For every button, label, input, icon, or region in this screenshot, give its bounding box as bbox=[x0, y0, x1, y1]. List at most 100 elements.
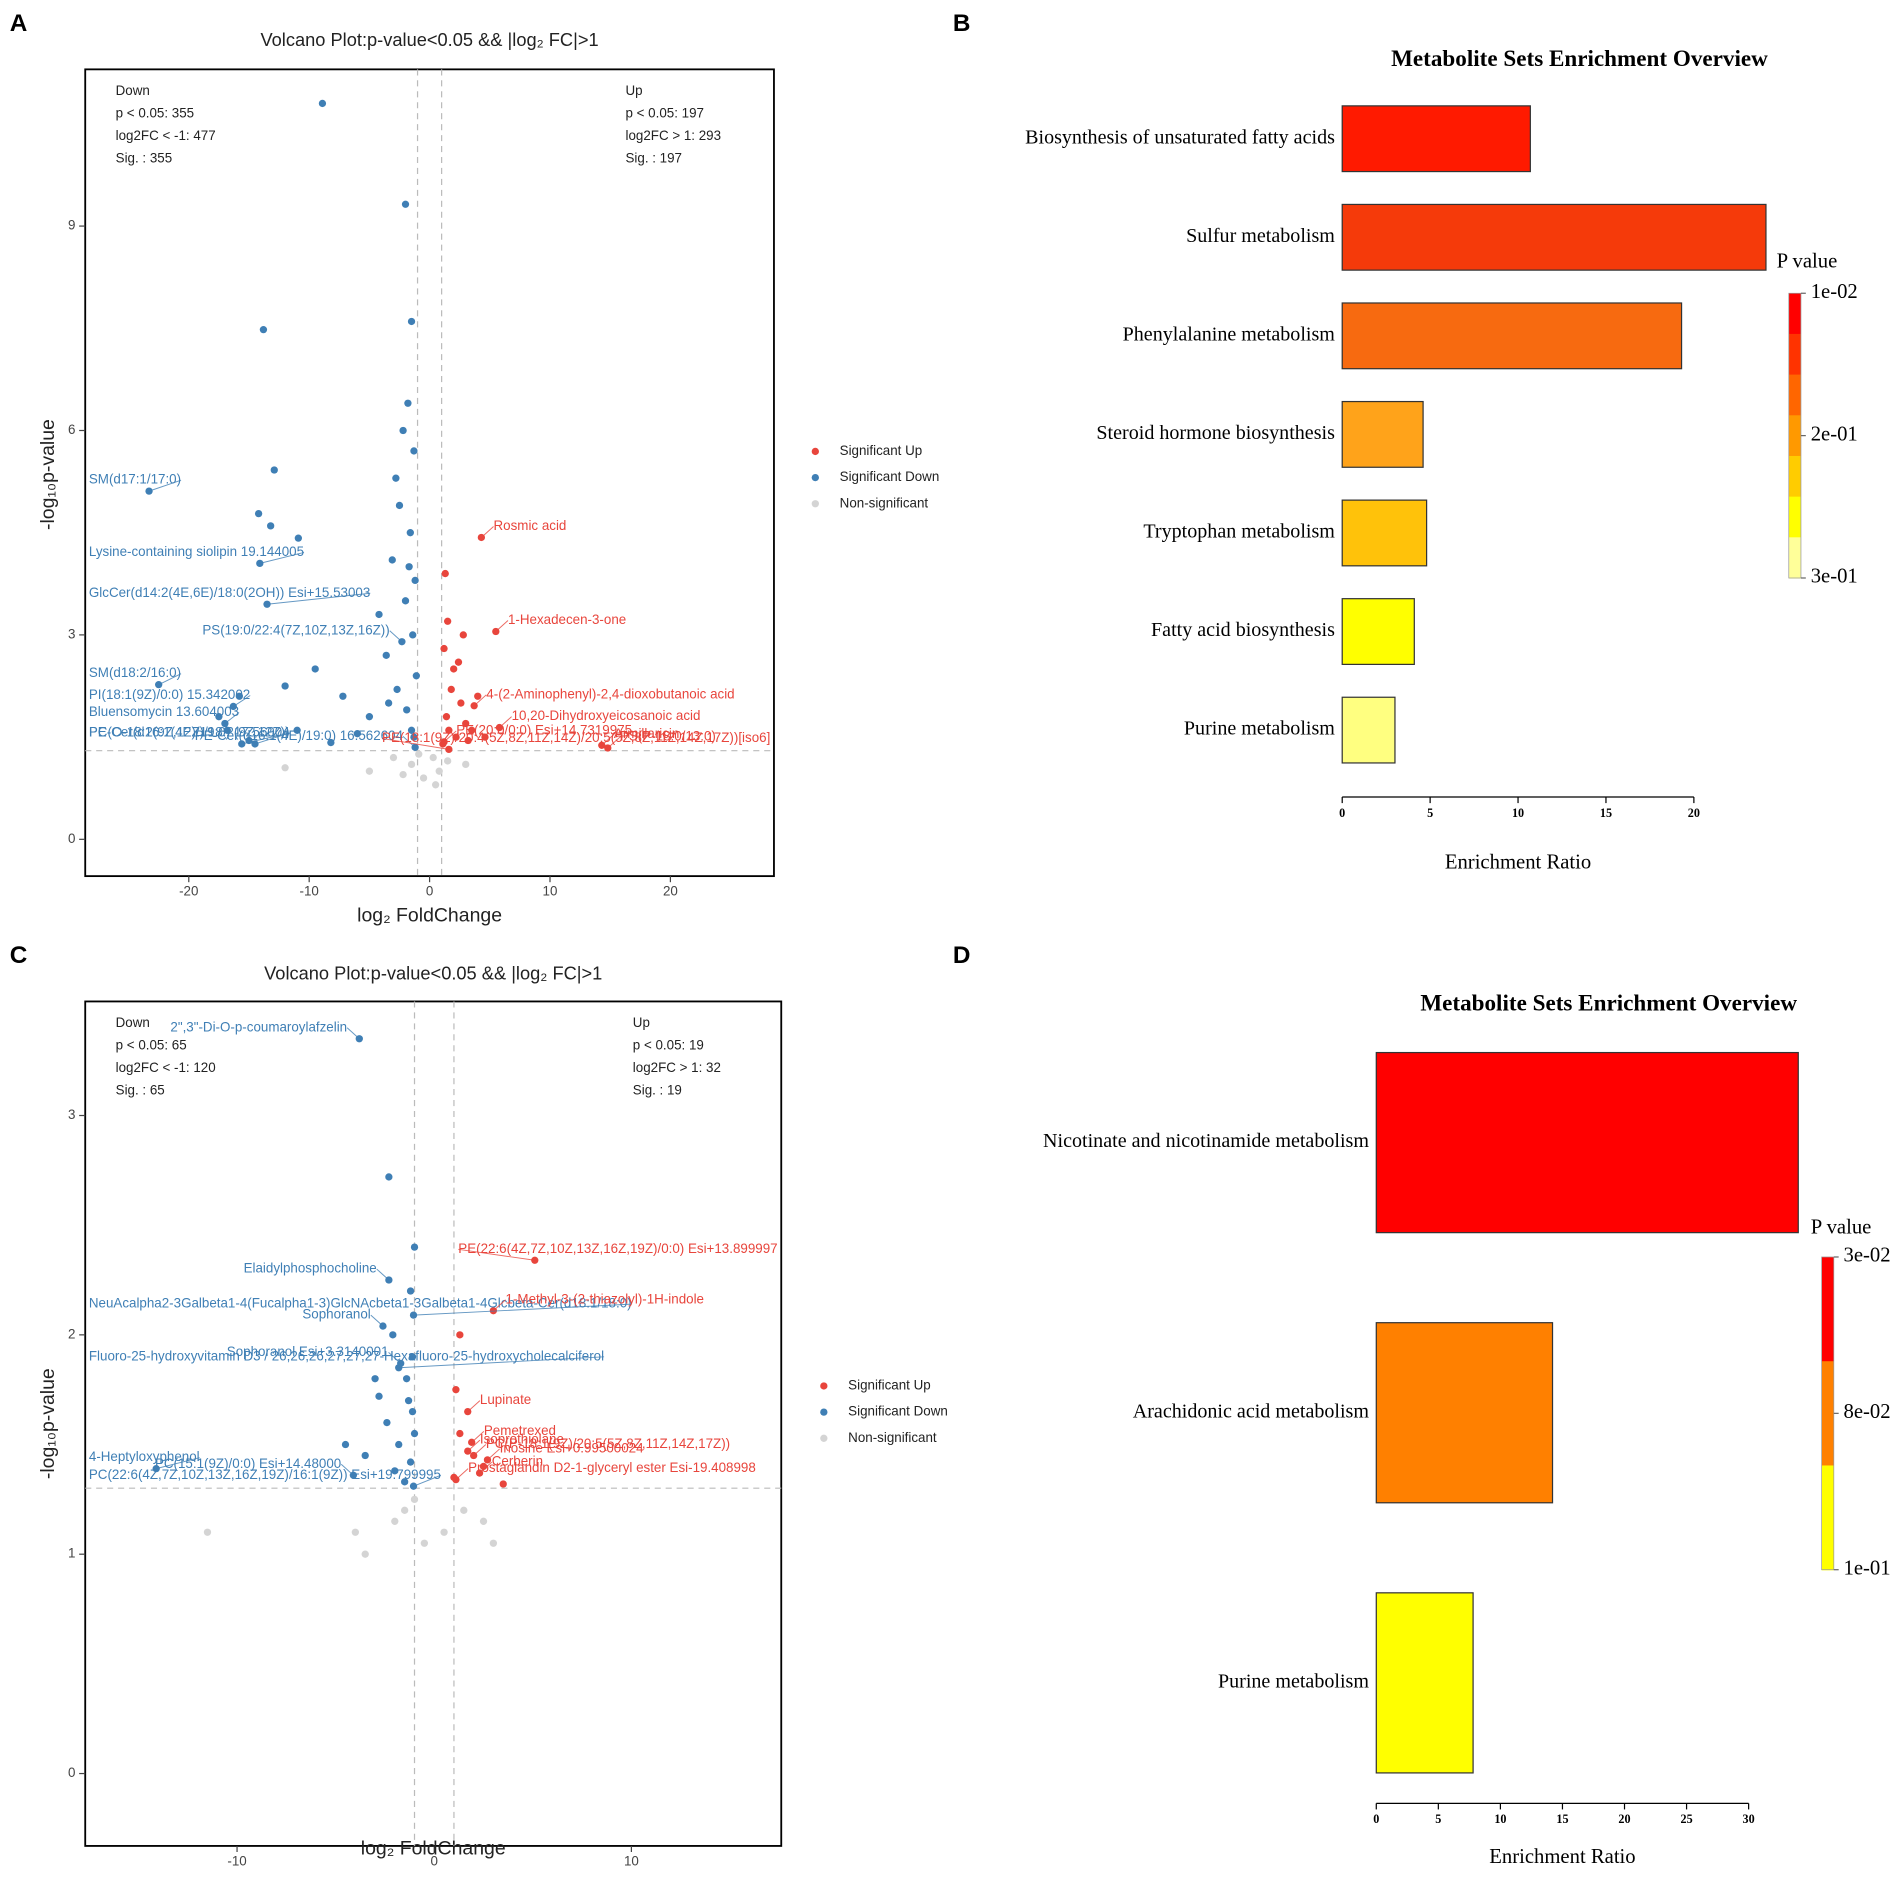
point-label: 4-Heptyloxyphenol bbox=[89, 1449, 200, 1464]
point-label: PS(P-18:0/13:0) bbox=[620, 729, 716, 744]
stats-text: Down bbox=[116, 83, 150, 98]
leader-line bbox=[479, 1461, 493, 1474]
bar bbox=[1341, 400, 1424, 468]
point bbox=[254, 509, 263, 518]
leader-line bbox=[158, 673, 182, 686]
leader-line bbox=[340, 1463, 354, 1476]
x-tick-label: -20 bbox=[179, 883, 198, 898]
bar bbox=[1375, 1322, 1554, 1504]
point-label: PC(O-18:2(9Z,12Z)/18:2(9Z,12Z)) bbox=[89, 725, 290, 740]
bar bbox=[1375, 1592, 1474, 1774]
point bbox=[452, 1386, 460, 1394]
legend-label: Significant Up bbox=[840, 443, 923, 458]
x-tick-label: 20 bbox=[1688, 806, 1700, 820]
point-label: Fluoro-25-hydroxyvitamin D3 / 26,26,26,2… bbox=[89, 1348, 604, 1363]
leader-line bbox=[224, 712, 240, 724]
x-tick-label: 5 bbox=[1435, 1812, 1441, 1826]
leader-line bbox=[601, 733, 615, 746]
point bbox=[411, 576, 419, 585]
point bbox=[410, 733, 418, 741]
point bbox=[281, 682, 289, 690]
point bbox=[499, 1480, 507, 1488]
point bbox=[443, 757, 452, 765]
legend-swatch bbox=[811, 473, 819, 482]
point-label: PI(18:1(9Z)/0:0) 15.342002 bbox=[89, 687, 250, 702]
x-tick-label: 20 bbox=[1618, 1812, 1630, 1826]
stats-text: log2FC > 1: 32 bbox=[633, 1060, 721, 1075]
bar bbox=[1341, 302, 1683, 370]
point-label: Sophoranol bbox=[302, 1307, 370, 1322]
leader-line bbox=[467, 1439, 481, 1452]
point bbox=[464, 736, 472, 745]
x-tick-label: 10 bbox=[1494, 1812, 1506, 1826]
point bbox=[450, 665, 458, 673]
point bbox=[361, 1550, 369, 1558]
chart-title: Volcano Plot:p-value<0.05 && |log₂ FC|>1 bbox=[260, 29, 598, 50]
point bbox=[399, 770, 407, 779]
stats-text: Up bbox=[633, 1015, 650, 1030]
point bbox=[459, 631, 467, 639]
point bbox=[474, 692, 482, 700]
point bbox=[400, 1506, 409, 1514]
point bbox=[479, 1517, 488, 1525]
point bbox=[405, 563, 413, 571]
point bbox=[215, 713, 223, 721]
stats-text: Sig. : 65 bbox=[116, 1082, 165, 1097]
point bbox=[382, 651, 390, 659]
legend-swatch bbox=[820, 1434, 828, 1442]
point bbox=[450, 1473, 458, 1482]
leader-line bbox=[473, 694, 487, 707]
category-label: Fatty acid biosynthesis bbox=[1151, 619, 1335, 641]
leader-line bbox=[156, 1457, 200, 1470]
point bbox=[259, 325, 268, 334]
point bbox=[395, 501, 404, 510]
point bbox=[441, 569, 449, 578]
point bbox=[462, 760, 470, 769]
point bbox=[408, 1353, 417, 1361]
point bbox=[408, 1407, 417, 1416]
point bbox=[406, 529, 414, 537]
point bbox=[445, 726, 453, 734]
leader-line bbox=[413, 1474, 442, 1487]
colorbar-step bbox=[1788, 333, 1801, 376]
point bbox=[294, 534, 302, 542]
point bbox=[439, 740, 447, 748]
category-label: Biosynthesis of unsaturated fatty acids bbox=[1025, 126, 1335, 148]
point bbox=[388, 556, 396, 564]
point-label: PC(22:6(4Z,7Z,10Z,13Z,16Z,19Z)/16:1(9Z))… bbox=[89, 1467, 441, 1482]
point bbox=[407, 726, 416, 734]
bar bbox=[1341, 696, 1396, 764]
point bbox=[389, 1331, 397, 1339]
point bbox=[407, 760, 416, 769]
point-label: 2",3"-Di-O-p-coumaroylafzelin bbox=[170, 1019, 347, 1034]
point-label: PE(18:1(9Z)/20:4(5Z,8Z,11Z,14Z)/20:5(5Z,… bbox=[382, 730, 770, 745]
point-label: Lysine-containing siolipin 19.144005 bbox=[89, 544, 304, 559]
colorbar-tick-label: 1e-02 bbox=[1811, 281, 1858, 303]
y-tick-label: 6 bbox=[68, 422, 75, 437]
leader-line bbox=[467, 1400, 481, 1412]
x-tick-label: 0 bbox=[1339, 806, 1345, 820]
point-label: PE-Cer(d16:1(4E)/19:0) 16.562604 bbox=[195, 728, 404, 743]
leader-line bbox=[370, 1314, 384, 1327]
leader-line bbox=[455, 1468, 469, 1480]
stats-text: Sig. : 197 bbox=[625, 150, 682, 165]
point bbox=[406, 1287, 415, 1295]
point-label: 4-(2-Aminophenyl)-2,4-dioxobutanoic acid bbox=[486, 686, 734, 701]
point-label: PE(22:6(4Z,7Z,10Z,13Z,16Z,19Z)/0:0) Esi+… bbox=[458, 1241, 777, 1256]
legend-swatch bbox=[820, 1382, 828, 1390]
point-label: SM(d17:1/17:0) bbox=[89, 472, 181, 487]
leader-line bbox=[241, 732, 290, 745]
point bbox=[385, 1173, 393, 1181]
point bbox=[353, 730, 361, 738]
point bbox=[407, 317, 416, 326]
point bbox=[447, 685, 455, 694]
point-label: NeuAcalpha2-3Galbeta1-4(Fucalpha1-3)GlcN… bbox=[89, 1296, 632, 1311]
leader-line bbox=[443, 730, 457, 743]
stats-text: Up bbox=[625, 83, 642, 98]
leader-line bbox=[607, 736, 621, 749]
point bbox=[468, 726, 476, 734]
point bbox=[409, 631, 417, 639]
y-tick-label: 9 bbox=[68, 218, 75, 233]
